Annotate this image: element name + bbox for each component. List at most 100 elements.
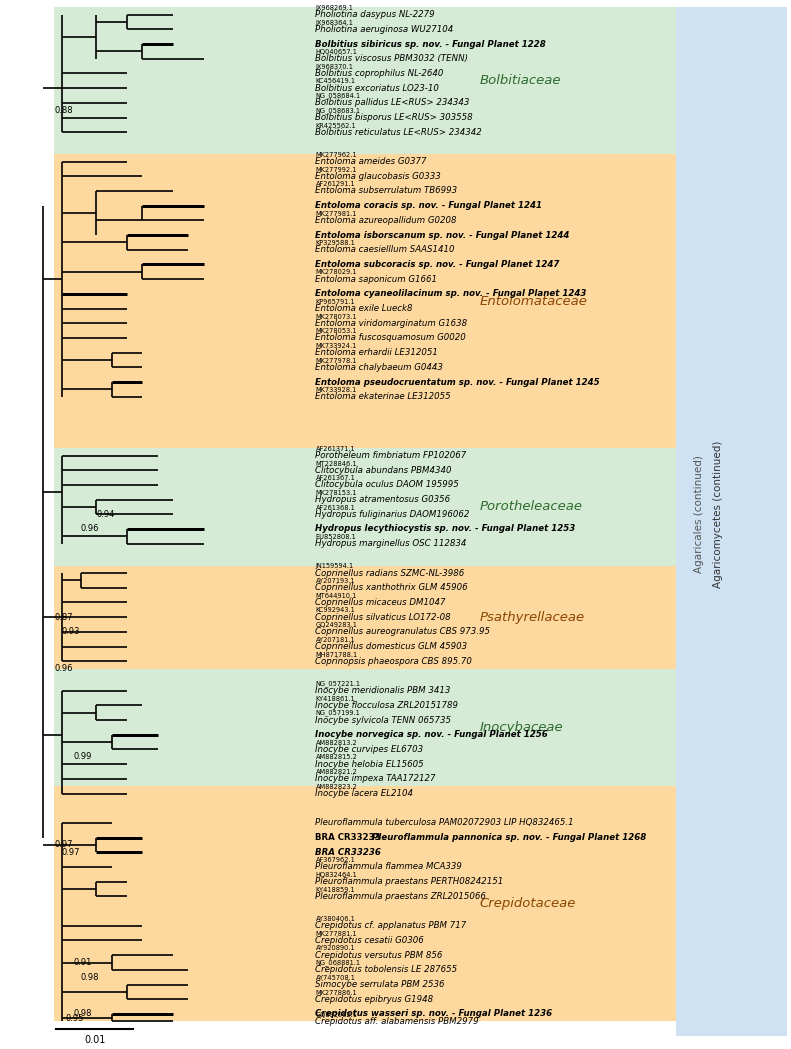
Text: 0.93: 0.93 xyxy=(62,627,80,637)
Text: AY207181.1: AY207181.1 xyxy=(316,637,355,643)
Text: Pleuroflammula tuberculosa PAM02072903 LIP HQ832465.1: Pleuroflammula tuberculosa PAM02072903 L… xyxy=(315,818,573,828)
Bar xyxy=(54,448,676,565)
Text: 0.97: 0.97 xyxy=(54,840,73,850)
Text: NG_057221.1: NG_057221.1 xyxy=(316,680,361,687)
Text: Coprinopsis phaeospora CBS 895.70: Coprinopsis phaeospora CBS 895.70 xyxy=(315,657,471,666)
Text: Entolomataceae: Entolomataceae xyxy=(480,295,588,307)
Text: MH871788.1: MH871788.1 xyxy=(316,651,358,658)
Text: 0.98: 0.98 xyxy=(74,1009,92,1019)
Text: MK277981.1: MK277981.1 xyxy=(316,211,357,217)
Text: AF367962.1: AF367962.1 xyxy=(316,857,355,863)
Text: 0.01: 0.01 xyxy=(84,1034,105,1045)
Text: Bolbitius pallidus LE<RUS> 234343: Bolbitius pallidus LE<RUS> 234343 xyxy=(315,99,469,107)
Text: Crepidotaceae: Crepidotaceae xyxy=(480,897,577,911)
Text: Coprinellus domesticus GLM 45903: Coprinellus domesticus GLM 45903 xyxy=(315,642,467,651)
Text: Pholiotina dasypus NL-2279: Pholiotina dasypus NL-2279 xyxy=(315,10,434,19)
Text: 0.98: 0.98 xyxy=(81,972,100,982)
Text: Crepidotus versutus PBM 856: Crepidotus versutus PBM 856 xyxy=(315,950,442,960)
Text: Entoloma ameides G0377: Entoloma ameides G0377 xyxy=(315,157,426,166)
Text: 0.96: 0.96 xyxy=(81,524,100,534)
Bar xyxy=(676,7,787,1036)
Text: Porotheleaceae: Porotheleaceae xyxy=(480,500,583,513)
Text: NG_058684.1: NG_058684.1 xyxy=(316,92,361,100)
Text: Bolbitius coprophilus NL-2640: Bolbitius coprophilus NL-2640 xyxy=(315,69,443,78)
Text: Entoloma fuscosquamosum G0020: Entoloma fuscosquamosum G0020 xyxy=(315,334,466,342)
Text: 0.97: 0.97 xyxy=(62,848,80,857)
Text: BRA CR33236: BRA CR33236 xyxy=(315,848,380,857)
Text: Inocybe helobia EL15605: Inocybe helobia EL15605 xyxy=(315,759,423,769)
Text: AM882821.2: AM882821.2 xyxy=(316,769,358,775)
Text: Entoloma ekaterinae LE312055: Entoloma ekaterinae LE312055 xyxy=(315,392,451,401)
Text: AM882813.2: AM882813.2 xyxy=(316,740,358,746)
Text: 0.94: 0.94 xyxy=(97,510,115,519)
Text: Entoloma exile Lueck8: Entoloma exile Lueck8 xyxy=(315,304,412,313)
Text: KR425562.1: KR425562.1 xyxy=(316,123,356,129)
Text: Inocybe flocculosa ZRL20151789: Inocybe flocculosa ZRL20151789 xyxy=(315,701,458,710)
Text: AF261368.1: AF261368.1 xyxy=(316,505,355,511)
Text: Inocybe curvipes EL6703: Inocybe curvipes EL6703 xyxy=(315,745,423,754)
Text: Inocybe norvegica sp. nov. - Fungal Planet 1256: Inocybe norvegica sp. nov. - Fungal Plan… xyxy=(315,730,547,740)
Text: MT228846.1: MT228846.1 xyxy=(316,461,358,467)
Text: KP965791.1: KP965791.1 xyxy=(316,299,355,305)
Text: MT644910.1: MT644910.1 xyxy=(316,593,357,599)
Text: HQ832464.1: HQ832464.1 xyxy=(316,872,358,878)
Text: AF261291.1: AF261291.1 xyxy=(316,181,355,188)
Text: EU852808.1: EU852808.1 xyxy=(316,534,357,540)
Text: Pholiotina aeruginosa WU27104: Pholiotina aeruginosa WU27104 xyxy=(315,25,453,34)
Text: KP329588.1: KP329588.1 xyxy=(316,240,355,247)
Text: Pleuroflammula praestans PERTH08242151: Pleuroflammula praestans PERTH08242151 xyxy=(315,877,503,886)
Text: Entoloma saponicum G1661: Entoloma saponicum G1661 xyxy=(315,275,437,283)
Text: Hydropus marginellus OSC 112834: Hydropus marginellus OSC 112834 xyxy=(315,539,467,549)
Text: 0.88: 0.88 xyxy=(54,106,73,114)
Text: MK278153.1: MK278153.1 xyxy=(316,490,357,496)
Text: NG_058683.1: NG_058683.1 xyxy=(316,107,361,114)
Text: MK733924.1: MK733924.1 xyxy=(316,343,357,349)
Text: HQ040657.1: HQ040657.1 xyxy=(316,49,358,55)
Text: Inocybe sylvicola TENN 065735: Inocybe sylvicola TENN 065735 xyxy=(315,715,451,725)
Text: MK277886.1: MK277886.1 xyxy=(316,989,358,996)
Text: Bolbitius reticulatus LE<RUS> 234342: Bolbitius reticulatus LE<RUS> 234342 xyxy=(315,128,482,136)
Text: AY745708.1: AY745708.1 xyxy=(316,975,356,981)
Text: AY380406.1: AY380406.1 xyxy=(316,916,355,922)
Text: AM882823.2: AM882823.2 xyxy=(316,784,358,790)
Text: Coprinellus aureogranulatus CBS 973.95: Coprinellus aureogranulatus CBS 973.95 xyxy=(315,627,490,637)
Text: Bolbitius sibiricus sp. nov. - Fungal Planet 1228: Bolbitius sibiricus sp. nov. - Fungal Pl… xyxy=(315,40,546,48)
Text: AY920890.1: AY920890.1 xyxy=(316,945,355,951)
Text: KC456419.1: KC456419.1 xyxy=(316,79,356,84)
Text: Bolbitius bisporus LE<RUS> 303558: Bolbitius bisporus LE<RUS> 303558 xyxy=(315,113,472,122)
Text: Clitocybula abundans PBM4340: Clitocybula abundans PBM4340 xyxy=(315,466,452,475)
Text: 0.91: 0.91 xyxy=(74,958,92,967)
Text: Agaricales (continued): Agaricales (continued) xyxy=(694,455,703,573)
Text: KY418859.1: KY418859.1 xyxy=(316,886,355,893)
Text: Coprinellus radians SZMC-NL-3986: Coprinellus radians SZMC-NL-3986 xyxy=(315,569,464,578)
Text: GQ249283.1: GQ249283.1 xyxy=(316,622,358,628)
Text: Crepidotus aff. alabamensis PBM2979: Crepidotus aff. alabamensis PBM2979 xyxy=(315,1016,479,1026)
Text: Entoloma subserrulatum TB6993: Entoloma subserrulatum TB6993 xyxy=(315,187,457,195)
Text: KC992943.1: KC992943.1 xyxy=(316,607,355,614)
Text: Crepidotus epibryus G1948: Crepidotus epibryus G1948 xyxy=(315,994,433,1004)
Text: Inocybaceae: Inocybaceae xyxy=(480,721,563,734)
Text: MK733928.1: MK733928.1 xyxy=(316,387,357,393)
Bar xyxy=(54,786,676,1022)
Text: Entoloma cyaneolilacinum sp. nov. - Fungal Planet 1243: Entoloma cyaneolilacinum sp. nov. - Fung… xyxy=(315,290,586,298)
Text: Inocybe impexa TAA172127: Inocybe impexa TAA172127 xyxy=(315,774,435,784)
Text: MK277978.1: MK277978.1 xyxy=(316,358,358,364)
Text: Coprinellus micaceus DM1047: Coprinellus micaceus DM1047 xyxy=(315,598,445,607)
Text: AY207193.1: AY207193.1 xyxy=(316,578,355,584)
Text: Entoloma pseudocruentatum sp. nov. - Fungal Planet 1245: Entoloma pseudocruentatum sp. nov. - Fun… xyxy=(315,378,600,386)
Text: AF261371.1: AF261371.1 xyxy=(316,446,355,452)
Text: Crepidotus cesatii G0306: Crepidotus cesatii G0306 xyxy=(315,936,424,945)
Text: Psathyrellaceae: Psathyrellaceae xyxy=(480,611,585,624)
Text: Coprinellus xanthothrix GLM 45906: Coprinellus xanthothrix GLM 45906 xyxy=(315,583,467,593)
Text: MK278053.1: MK278053.1 xyxy=(316,328,358,335)
Text: JX968269.1: JX968269.1 xyxy=(316,5,354,10)
Text: Entoloma coracis sp. nov. - Fungal Planet 1241: Entoloma coracis sp. nov. - Fungal Plane… xyxy=(315,201,542,210)
Text: Pleuroflammula pannonica sp. nov. - Fungal Planet 1268: Pleuroflammula pannonica sp. nov. - Fung… xyxy=(373,833,647,842)
Text: Hydropus atramentosus G0356: Hydropus atramentosus G0356 xyxy=(315,495,450,505)
Text: KY418861.1: KY418861.1 xyxy=(316,695,355,702)
Text: JX968364.1: JX968364.1 xyxy=(316,20,354,25)
Text: MK277992.1: MK277992.1 xyxy=(316,167,357,173)
Text: NG_068881.1: NG_068881.1 xyxy=(316,960,361,966)
Text: MK278073.1: MK278073.1 xyxy=(316,314,358,320)
Text: Entoloma chalybaeum G0443: Entoloma chalybaeum G0443 xyxy=(315,363,443,371)
